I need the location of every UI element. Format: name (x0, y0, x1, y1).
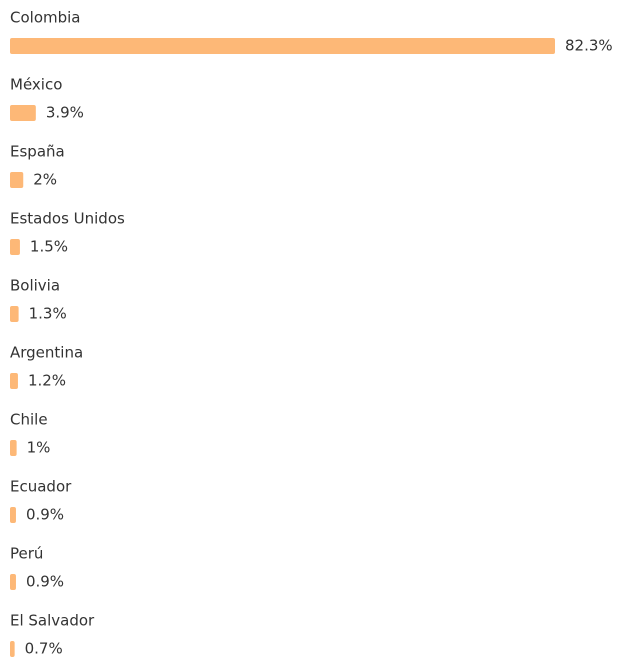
bar (10, 105, 36, 121)
category-label: El Salvador (10, 612, 95, 630)
bar (10, 172, 24, 188)
category-label: Ecuador (10, 478, 72, 496)
category-label: México (10, 76, 62, 94)
category-label: Colombia (10, 9, 81, 27)
category-label: Perú (10, 545, 43, 563)
value-label: 3.9% (46, 104, 84, 122)
value-label: 0.9% (26, 573, 64, 591)
bar (10, 574, 16, 590)
value-label: 0.9% (26, 506, 64, 524)
bar (10, 239, 20, 255)
value-label: 0.7% (25, 640, 63, 658)
value-label: 1.2% (28, 372, 66, 390)
bar (10, 507, 16, 523)
value-label: 1% (27, 439, 51, 457)
bar (10, 440, 17, 456)
category-label: Bolivia (10, 277, 60, 295)
category-label: España (10, 143, 65, 161)
value-label: 1.3% (29, 305, 67, 323)
bar (10, 641, 15, 657)
value-label: 82.3% (565, 37, 613, 55)
value-label: 2% (33, 171, 57, 189)
bar (10, 306, 19, 322)
category-label: Argentina (10, 344, 83, 362)
category-label: Estados Unidos (10, 210, 125, 228)
value-label: 1.5% (30, 238, 68, 256)
bar (10, 38, 555, 54)
category-label: Chile (10, 411, 48, 429)
bar (10, 373, 18, 389)
